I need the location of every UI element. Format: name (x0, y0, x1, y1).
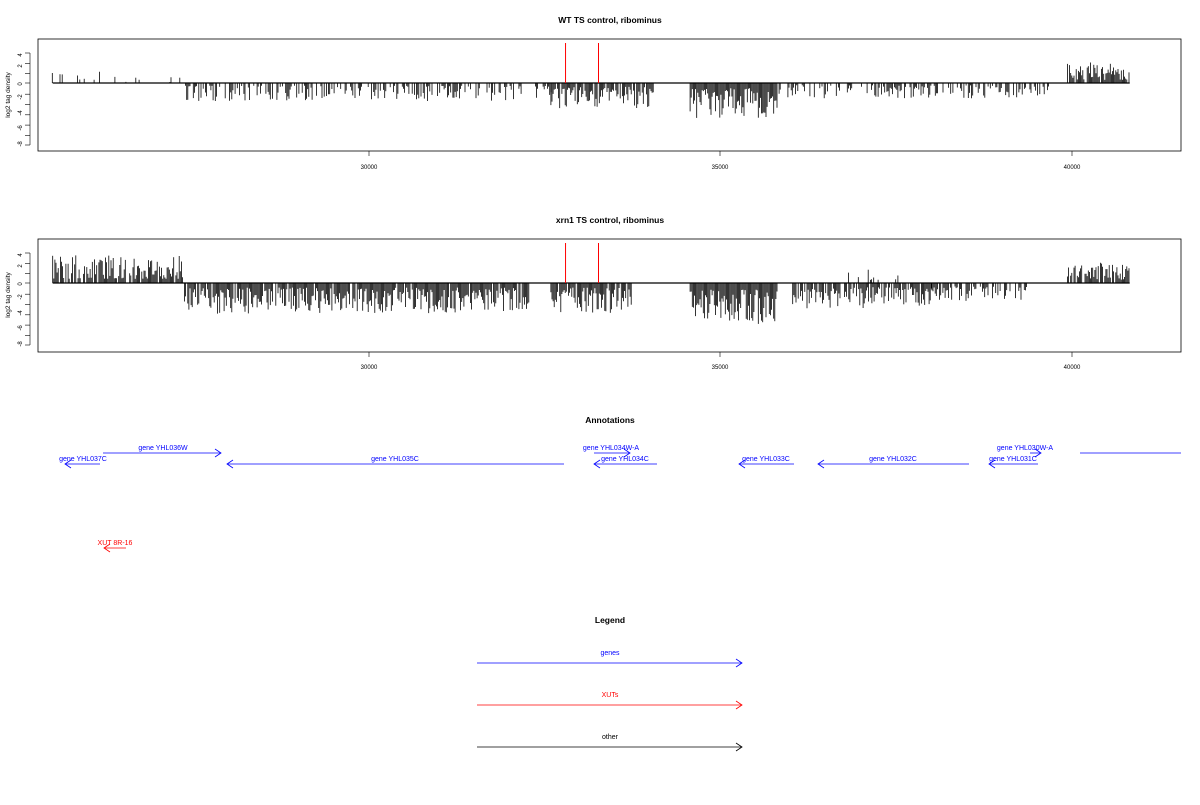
legend-label: genes (600, 650, 620, 657)
panel-title: WT TS control, ribominus (558, 15, 662, 25)
y-tick-label: -6 (18, 125, 24, 131)
panel-xrn1: xrn1 TS control, ribominus 4 2 0 -2 -4 -… (5, 215, 1182, 371)
y-tick-label: -2 (18, 294, 24, 300)
panel-title: xrn1 TS control, ribominus (556, 215, 664, 225)
gene-arrow[interactable]: gene YHL031C (988, 456, 1038, 469)
legend-label: other (602, 734, 619, 741)
plot-frame (37, 38, 1182, 152)
y-tick-label: -6 (18, 325, 24, 331)
gene-arrow[interactable]: gene YHL030W-A (997, 445, 1053, 458)
gene-label: gene YHL034C (601, 456, 649, 463)
y-tick-label: -4 (18, 310, 24, 316)
x-tick-label: 40000 (1064, 165, 1081, 171)
signal-bars (52, 243, 1130, 324)
legend-item-genes: genes (477, 650, 743, 668)
gene-label: gene YHL037C (59, 456, 107, 463)
panel-wt: WT TS control, ribominus 4 2 0 -2 -4 -6 … (5, 15, 1182, 171)
x-tick-label: 35000 (712, 365, 729, 371)
gene-arrow[interactable]: gene YHL034C (593, 456, 657, 469)
y-tick-label: 2 (18, 64, 24, 68)
x-tick-label: 30000 (361, 165, 378, 171)
legend-item-xuts: XUTs (477, 692, 743, 710)
y-tick-label: -8 (18, 341, 24, 347)
legend-label: XUTs (602, 692, 619, 699)
signal-bars (51, 43, 1130, 118)
gene-arrow[interactable]: gene YHL034W-A (583, 445, 639, 458)
gene-arrow[interactable]: gene YHL037C (59, 456, 107, 469)
y-axis: 4 2 0 -2 -4 -6 -8 log2 tag density (5, 53, 31, 147)
legend-title: Legend (595, 615, 625, 625)
gene-label: gene YHL035C (371, 456, 419, 463)
y-tick-label: 2 (18, 264, 24, 268)
x-axis: 30000 35000 40000 (361, 151, 1081, 171)
gene-label: gene YHL034W-A (583, 445, 639, 452)
gene-arrow[interactable]: gene YHL036W (103, 445, 222, 458)
legend: Legend genes XUTs other (477, 615, 743, 752)
xut-arrow[interactable]: XUT 8R-16 (98, 540, 133, 553)
xut-label: XUT 8R-16 (98, 540, 133, 547)
y-tick-label: 4 (18, 253, 24, 257)
y-axis-label: log2 tag density (5, 71, 12, 117)
gene-arrow[interactable]: gene YHL033C (738, 456, 794, 469)
x-tick-label: 35000 (712, 165, 729, 171)
gene-label: gene YHL032C (869, 456, 917, 463)
gene-arrow[interactable]: gene YHL032C (817, 456, 969, 469)
x-axis: 30000 35000 40000 (361, 352, 1081, 371)
gene-arrow[interactable]: gene YHL035C (226, 456, 564, 469)
y-tick-label: -4 (18, 110, 24, 116)
gene-label: gene YHL031C (989, 456, 1037, 463)
plot-frame (37, 238, 1182, 353)
legend-item-other: other (477, 734, 743, 752)
y-tick-label: 0 (18, 82, 24, 86)
y-axis: 4 2 0 -2 -4 -6 -8 log2 tag density (5, 253, 31, 347)
y-tick-label: -2 (18, 94, 24, 100)
y-axis-label: log2 tag density (5, 271, 12, 317)
annotations-title: Annotations (585, 415, 635, 425)
gene-label: gene YHL033C (742, 456, 790, 463)
annotations-track: Annotations gene YHL037C gene YHL036W ge… (59, 415, 1181, 553)
x-tick-label: 30000 (361, 365, 378, 371)
y-tick-label: 0 (18, 282, 24, 286)
gene-label: gene YHL036W (138, 445, 188, 452)
gene-label: gene YHL030W-A (997, 445, 1053, 452)
x-tick-label: 40000 (1064, 365, 1081, 371)
y-tick-label: 4 (18, 53, 24, 57)
y-tick-label: -8 (18, 141, 24, 147)
